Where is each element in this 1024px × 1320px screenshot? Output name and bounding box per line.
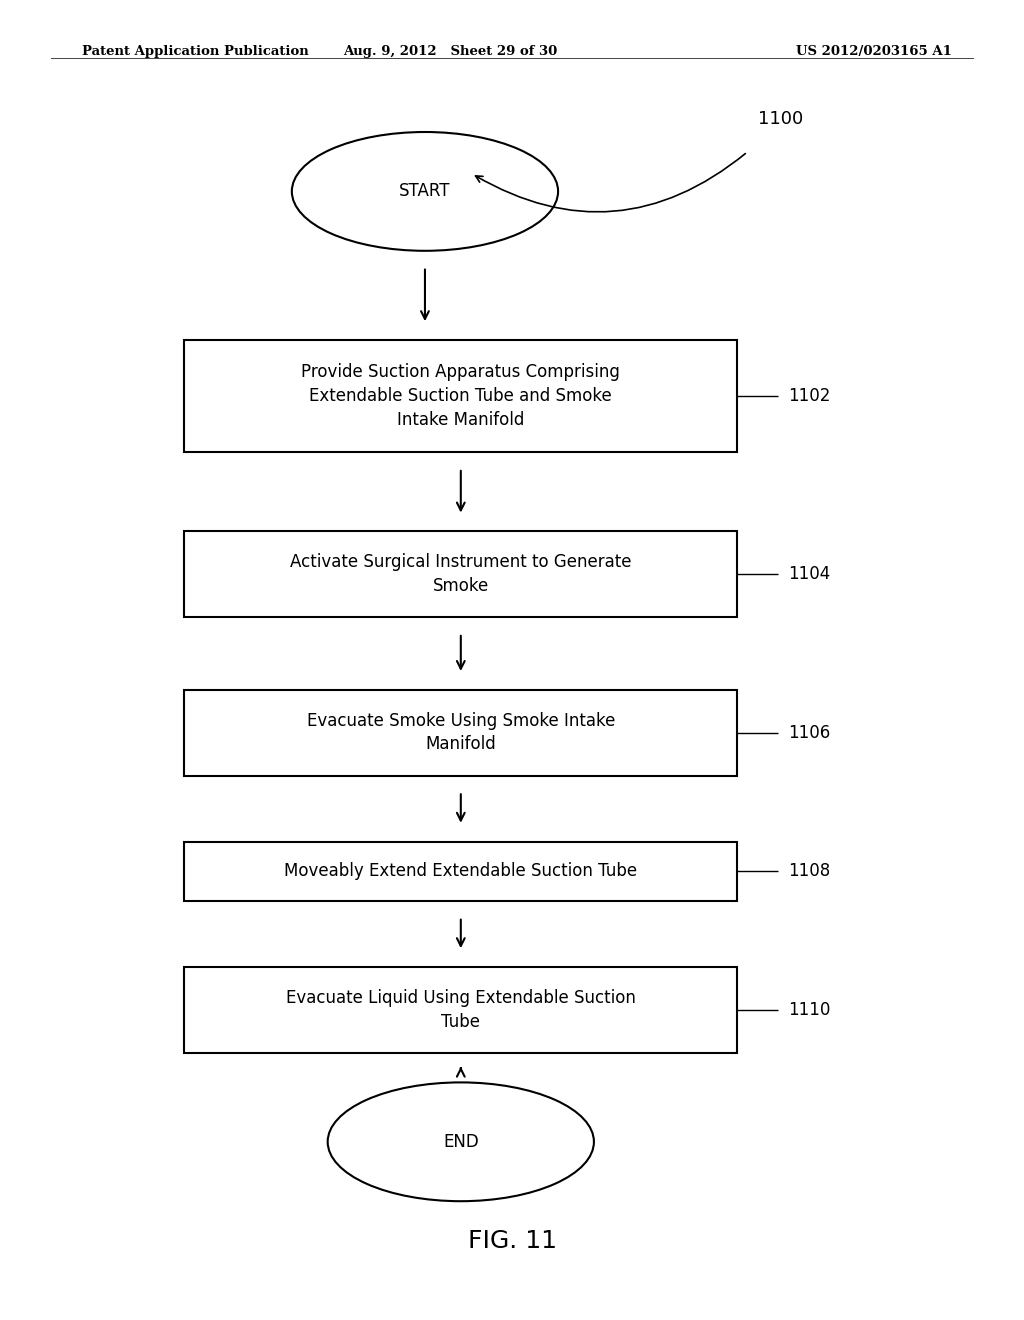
Text: Patent Application Publication: Patent Application Publication [82, 45, 308, 58]
Text: Evacuate Liquid Using Extendable Suction
Tube: Evacuate Liquid Using Extendable Suction… [286, 989, 636, 1031]
Text: 1108: 1108 [788, 862, 830, 880]
Text: 1100: 1100 [758, 110, 803, 128]
Text: FIG. 11: FIG. 11 [468, 1229, 556, 1253]
Text: 1110: 1110 [788, 1001, 830, 1019]
Text: Activate Surgical Instrument to Generate
Smoke: Activate Surgical Instrument to Generate… [290, 553, 632, 595]
Text: Provide Suction Apparatus Comprising
Extendable Suction Tube and Smoke
Intake Ma: Provide Suction Apparatus Comprising Ext… [301, 363, 621, 429]
Text: Moveably Extend Extendable Suction Tube: Moveably Extend Extendable Suction Tube [285, 862, 637, 880]
Text: 1102: 1102 [788, 387, 830, 405]
Text: 1104: 1104 [788, 565, 830, 583]
Text: 1106: 1106 [788, 723, 830, 742]
Text: START: START [399, 182, 451, 201]
Text: Aug. 9, 2012   Sheet 29 of 30: Aug. 9, 2012 Sheet 29 of 30 [343, 45, 558, 58]
Text: Evacuate Smoke Using Smoke Intake
Manifold: Evacuate Smoke Using Smoke Intake Manifo… [306, 711, 615, 754]
Text: US 2012/0203165 A1: US 2012/0203165 A1 [797, 45, 952, 58]
Text: END: END [443, 1133, 478, 1151]
